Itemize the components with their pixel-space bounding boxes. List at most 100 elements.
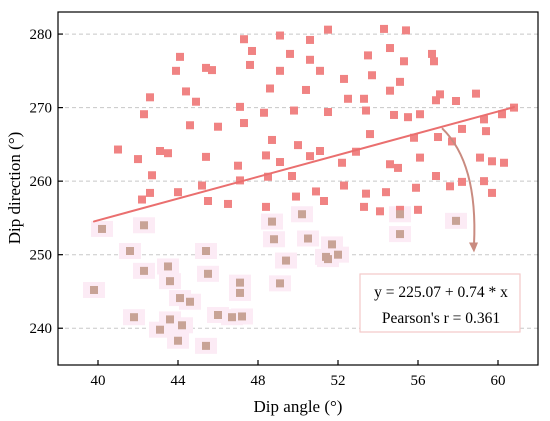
data-point-upper <box>264 172 272 181</box>
data-point-upper <box>396 77 404 86</box>
data-point-upper <box>306 55 314 64</box>
data-point-upper <box>386 44 394 53</box>
data-point-upper <box>294 141 302 150</box>
data-point-upper <box>410 133 418 142</box>
data-point-upper <box>390 110 398 119</box>
data-point-upper <box>386 86 394 95</box>
x-tick-label: 48 <box>251 373 266 389</box>
data-point-upper <box>414 205 422 214</box>
data-point-upper <box>400 57 408 66</box>
x-tick-label: 60 <box>491 373 506 389</box>
data-point-upper <box>240 35 248 44</box>
data-point-upper <box>164 149 172 158</box>
data-point-lower <box>176 294 184 303</box>
data-point-lower <box>140 266 148 275</box>
data-point-upper <box>340 74 348 83</box>
data-point-upper <box>276 158 284 167</box>
data-point-upper <box>236 102 244 111</box>
data-point-upper <box>338 158 346 167</box>
data-point-upper <box>320 197 328 206</box>
data-point-lower <box>396 230 404 239</box>
data-point-upper <box>290 106 298 115</box>
data-point-upper <box>260 108 268 117</box>
data-point-upper <box>146 188 154 197</box>
data-point-upper <box>344 94 352 103</box>
data-point-upper <box>382 188 390 197</box>
data-point-upper <box>436 90 444 99</box>
data-point-upper <box>362 189 370 198</box>
data-point-upper <box>302 85 310 94</box>
fit-line <box>93 106 515 223</box>
data-point-upper <box>368 71 376 80</box>
data-point-lower <box>452 216 460 225</box>
data-point-upper <box>316 146 324 155</box>
trend-arrow <box>441 127 476 245</box>
y-tick-label: 240 <box>30 321 53 337</box>
data-point-upper <box>174 188 182 197</box>
annotation-box <box>359 273 521 333</box>
data-point-upper <box>482 127 490 136</box>
data-point-upper <box>176 52 184 61</box>
data-point-upper <box>134 155 142 164</box>
data-point-upper <box>316 66 324 75</box>
data-point-upper <box>192 97 200 106</box>
data-point-upper <box>172 66 180 75</box>
data-point-lower <box>174 336 182 345</box>
data-point-lower <box>214 310 222 319</box>
data-point-upper <box>262 202 270 211</box>
plot-frame <box>57 11 539 366</box>
data-point-lower <box>202 341 210 350</box>
point-halo-layer <box>83 206 467 354</box>
data-point-lower <box>324 255 332 264</box>
x-tick-label: 56 <box>411 373 427 389</box>
data-point-upper <box>498 110 506 119</box>
x-tick-label: 52 <box>331 373 346 389</box>
data-point-upper <box>386 160 394 169</box>
data-point-lower <box>126 247 134 256</box>
data-point-upper <box>404 113 412 122</box>
data-point-upper <box>306 35 314 44</box>
data-point-upper <box>394 163 402 172</box>
data-point-upper <box>186 121 194 130</box>
data-point-upper <box>276 66 284 75</box>
data-point-upper <box>276 31 284 40</box>
data-point-lower <box>166 277 174 286</box>
data-point-lower <box>236 278 244 287</box>
point-layer <box>90 24 518 350</box>
y-tick-label: 250 <box>30 248 53 264</box>
data-point-upper <box>224 199 232 208</box>
data-point-lower <box>228 313 236 322</box>
data-point-upper <box>182 87 190 96</box>
data-point-upper <box>312 187 320 196</box>
data-point-upper <box>360 202 368 211</box>
data-point-upper <box>380 24 388 33</box>
data-point-upper <box>198 181 206 190</box>
data-point-lower <box>164 262 172 271</box>
data-point-upper <box>286 49 294 58</box>
x-axis-title: Dip angle (°) <box>254 397 343 416</box>
data-point-lower <box>140 221 148 230</box>
data-point-upper <box>148 171 156 180</box>
data-point-upper <box>432 96 440 105</box>
pearson-r: Pearson's r = 0.361 <box>382 310 500 327</box>
data-point-lower <box>204 269 212 278</box>
data-point-upper <box>202 152 210 161</box>
data-point-lower <box>334 250 342 259</box>
data-point-upper <box>480 115 488 124</box>
data-point-lower <box>298 210 306 219</box>
data-point-upper <box>146 93 154 102</box>
data-point-upper <box>458 177 466 186</box>
data-point-lower <box>270 235 278 244</box>
y-tick-label: 280 <box>30 27 53 43</box>
data-point-upper <box>208 66 216 75</box>
y-axis-title: Dip direction (°) <box>5 132 24 245</box>
data-point-upper <box>412 183 420 192</box>
fit-equation: y = 225.07 + 0.74 * x <box>374 284 508 301</box>
y-tick-label: 270 <box>30 101 53 117</box>
data-point-lower <box>328 240 336 249</box>
data-point-upper <box>140 110 148 119</box>
data-point-upper <box>236 176 244 185</box>
data-point-upper <box>204 197 212 206</box>
data-point-upper <box>268 135 276 144</box>
data-point-upper <box>428 49 436 58</box>
